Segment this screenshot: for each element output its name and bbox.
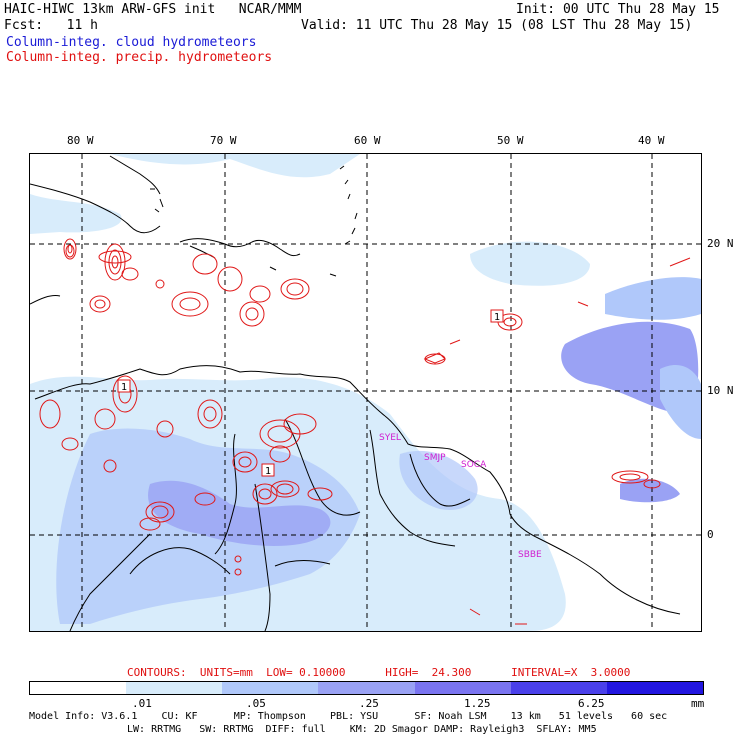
colorbar-segment-1	[126, 682, 223, 694]
colorbar-segment-0	[30, 682, 127, 694]
colorbar-label-0: .01	[132, 697, 152, 710]
station-sbbe: SBBE	[518, 550, 542, 560]
contour-label-boxes: 1 1 1	[117, 309, 504, 477]
colorbar	[29, 681, 704, 695]
forecast-hour: Fcst: 11 h	[4, 18, 98, 33]
field-precip-label: Column-integ. precip. hydrometeors	[6, 50, 273, 65]
init-time: Init: 00 UTC Thu 28 May 15	[516, 2, 720, 17]
station-syel: SYEL	[379, 433, 401, 443]
lat-label-eq: 0	[707, 528, 714, 541]
station-soca: SOCA	[461, 460, 487, 470]
contour-label-3: 1	[494, 312, 500, 323]
lon-label-60w: 60 W	[354, 134, 381, 147]
colorbar-segment-3	[318, 682, 415, 694]
contour-label-1: 1	[121, 382, 127, 393]
lon-label-50w: 50 W	[497, 134, 524, 147]
field-cloud-label: Column-integ. cloud hydrometeors	[6, 35, 257, 50]
model-title: HAIC-HIWC 13km ARW-GFS init NCAR/MMM	[4, 2, 302, 17]
colorbar-units: mm	[691, 697, 705, 710]
colorbar-segment-5	[510, 682, 607, 694]
lon-label-70w: 70 W	[210, 134, 237, 147]
cloud-shading	[30, 154, 701, 631]
valid-time: Valid: 11 UTC Thu 28 May 15 (08 LST Thu …	[301, 18, 693, 33]
lat-label-10n: 10 N	[707, 384, 734, 397]
colorbar-label-3: 1.25	[464, 697, 491, 710]
lat-label-20n: 20 N	[707, 237, 734, 250]
station-labels: SYEL SMJP SOCA SBBE	[379, 433, 542, 560]
colorbar-segment-6	[606, 682, 703, 694]
colorbar-segment-2	[222, 682, 319, 694]
lon-label-40w: 40 W	[638, 134, 665, 147]
model-info-line1: Model Info: V3.6.1 CU: KF MP: Thompson P…	[29, 711, 668, 722]
station-smjp: SMJP	[424, 453, 446, 463]
model-info-line2: LW: RRTMG SW: RRTMG DIFF: full KM: 2D Sm…	[127, 724, 597, 735]
colorbar-label-4: 6.25	[578, 697, 605, 710]
contour-info: CONTOURS: UNITS=mm LOW= 0.10000 HIGH= 24…	[127, 666, 631, 679]
precip-contours	[39, 238, 691, 625]
lat-lon-grid	[30, 154, 701, 631]
lon-label-80w: 80 W	[67, 134, 94, 147]
colorbar-label-1: .05	[246, 697, 266, 710]
map-canvas: 1 1 1 SYEL SMJP SOCA SBBE	[30, 154, 701, 631]
contour-label-2: 1	[265, 466, 271, 477]
colorbar-segment-4	[414, 682, 511, 694]
map-panel: 1 1 1 SYEL SMJP SOCA SBBE	[29, 153, 702, 632]
colorbar-label-2: .25	[359, 697, 379, 710]
